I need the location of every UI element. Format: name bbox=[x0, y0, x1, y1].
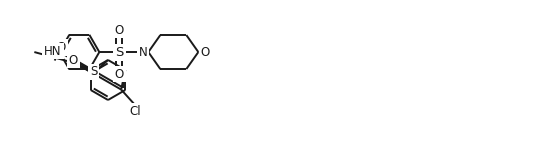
Text: O: O bbox=[115, 23, 124, 37]
Text: O: O bbox=[57, 41, 66, 54]
Text: O: O bbox=[115, 68, 124, 81]
Text: S: S bbox=[115, 46, 124, 58]
Text: HN: HN bbox=[44, 45, 62, 58]
Text: S: S bbox=[90, 65, 97, 78]
Text: O: O bbox=[69, 53, 78, 66]
Text: Cl: Cl bbox=[130, 105, 141, 118]
Text: N: N bbox=[139, 46, 148, 58]
Text: CH₃: CH₃ bbox=[44, 44, 65, 54]
Text: O: O bbox=[201, 46, 210, 58]
